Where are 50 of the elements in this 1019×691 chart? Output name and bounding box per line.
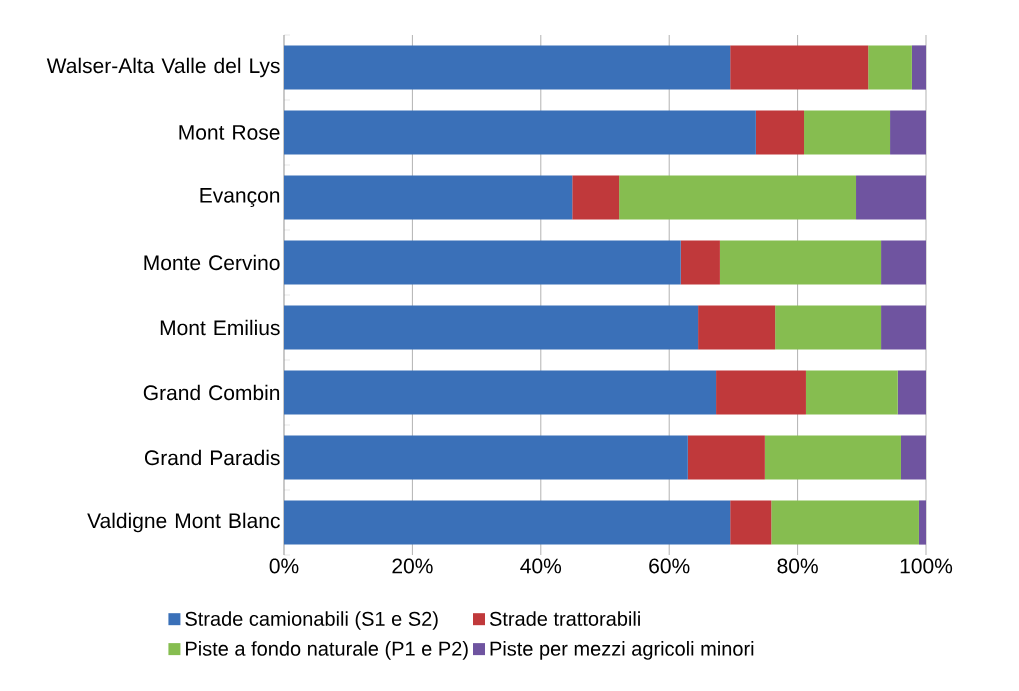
y-tick-label: Evançon [200,188,280,207]
bar [687,435,765,480]
bar [890,110,927,155]
y-tick-label: Grand Paradis [144,449,280,466]
bar [771,500,919,545]
bar [730,45,869,90]
bar [716,370,806,415]
bar [764,435,901,480]
bar [680,240,720,285]
x-tick-label: 100% [900,558,953,574]
bar [284,45,731,90]
bar [730,500,772,545]
legend-label: Piste a fondo naturale (P1 e P2) [186,641,468,660]
y-tick-label: Mont Rose [179,125,280,140]
bar [918,500,927,545]
x-tick-label: 0% [269,558,299,574]
legend-label: Piste per mezzi agricoli minori [490,641,754,660]
y-tick-label: Walser-Alta Valle del Lys [46,57,280,78]
x-tick-label: 60% [649,558,690,574]
bar [805,370,898,415]
y-tick-label: Monte Cervino [144,254,280,271]
bar [897,370,927,415]
bar [868,45,912,90]
y-tick-label: Grand Combin [143,384,280,401]
y-tick-label: Mont Emilius [160,319,280,336]
bar [881,305,927,350]
bar [284,305,699,350]
bar [911,45,927,90]
legend-label: Strade camionabili (S1 e S2) [185,611,438,630]
bar [881,240,927,285]
bar [284,175,573,220]
bar [804,110,891,155]
bar [755,110,805,155]
bar [619,175,857,220]
bar [719,240,882,285]
x-tick-label: 20% [392,558,433,574]
bar [284,435,688,480]
bar [284,500,731,545]
legend-label: Strade trattorabili [489,611,640,626]
bar [775,305,882,350]
y-tick-label: Valdigne Mont Blanc [87,512,280,533]
bar [284,370,717,415]
bar [900,435,927,480]
bar [284,240,681,285]
bar [284,110,756,155]
bar [698,305,776,350]
bar [856,175,927,220]
bar [572,175,620,220]
x-tick-label: 80% [777,558,818,574]
x-tick-label: 40% [520,558,562,574]
